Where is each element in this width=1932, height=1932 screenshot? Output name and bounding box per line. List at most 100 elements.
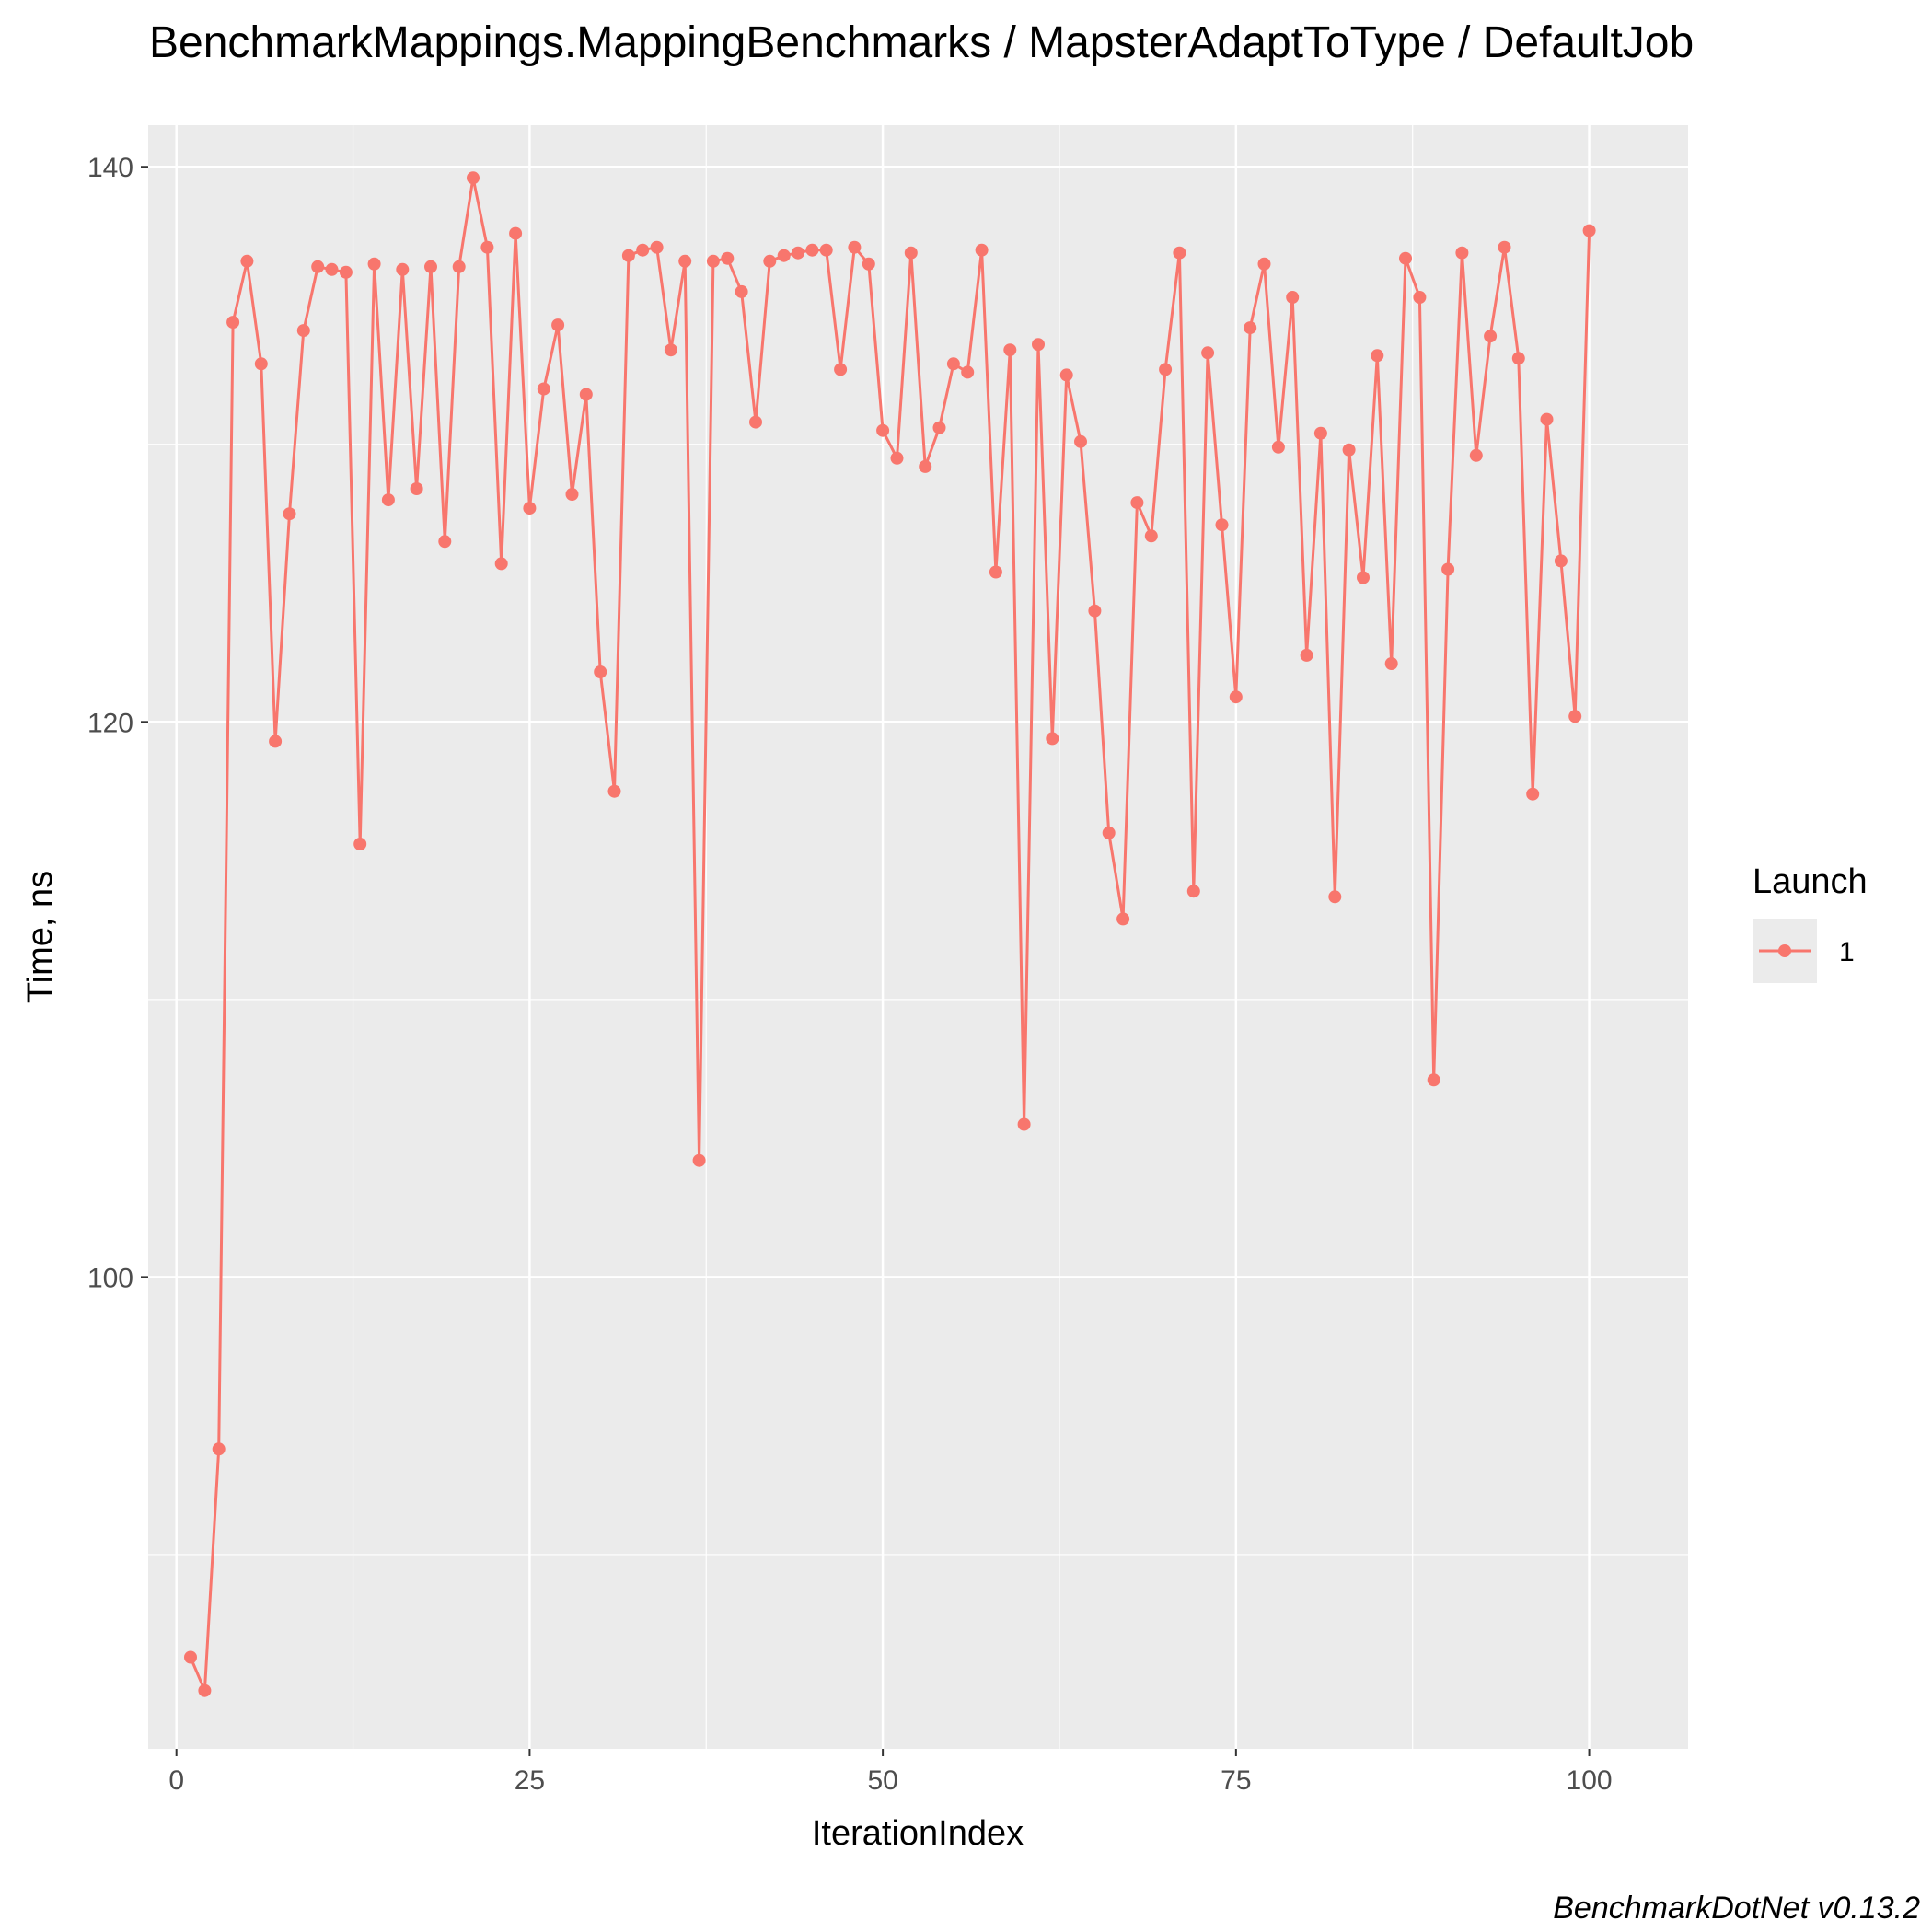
data-point (664, 343, 677, 357)
data-point (1540, 412, 1554, 426)
data-point (1328, 890, 1342, 904)
data-point (1201, 346, 1215, 360)
data-point (975, 243, 989, 257)
legend-key-point (1778, 944, 1791, 957)
data-point (834, 363, 848, 376)
data-point (381, 493, 395, 507)
data-point (367, 257, 381, 271)
data-point (396, 262, 410, 276)
x-axis-title: IterationIndex (812, 1814, 1024, 1853)
data-point (1130, 496, 1144, 510)
y-tick-label: 100 (87, 1263, 133, 1293)
data-point (1017, 1117, 1031, 1131)
data-point (904, 246, 918, 260)
data-point (1186, 885, 1200, 898)
legend-title: Launch (1753, 862, 1868, 901)
data-point (1215, 518, 1229, 532)
data-point (1399, 251, 1412, 265)
data-point (1286, 291, 1300, 304)
data-point (946, 357, 960, 371)
data-point (410, 482, 423, 495)
data-point (1271, 440, 1285, 454)
data-point (296, 324, 310, 338)
data-point (212, 1442, 226, 1456)
data-point (1441, 562, 1455, 576)
data-point (621, 249, 635, 262)
data-point (1159, 363, 1173, 376)
data-point (862, 257, 875, 271)
y-tick-label: 120 (87, 708, 133, 738)
data-point (989, 565, 1002, 579)
data-point (777, 249, 791, 262)
data-point (1357, 571, 1370, 584)
data-point (452, 260, 466, 273)
data-point (1102, 826, 1116, 839)
data-point (735, 284, 748, 298)
data-point (325, 262, 339, 276)
data-point (240, 254, 254, 268)
data-point (1313, 426, 1327, 440)
data-point (424, 260, 437, 273)
data-point (919, 459, 932, 473)
data-point (763, 254, 777, 268)
data-point (1144, 529, 1158, 543)
data-point (283, 507, 296, 521)
data-point (480, 240, 494, 254)
data-point (1582, 224, 1596, 237)
data-point (636, 243, 650, 257)
x-tick-label: 50 (867, 1765, 897, 1796)
data-point (494, 557, 508, 571)
series-line (189, 176, 1591, 1693)
data-point (579, 388, 593, 401)
data-point (1455, 246, 1469, 260)
data-point (1229, 690, 1243, 704)
data-point (1568, 710, 1582, 723)
axes: 0 25 50 75 100 100 120 140 (87, 153, 1613, 1796)
data-point (565, 488, 579, 501)
data-point (1046, 732, 1059, 746)
data-point (1257, 257, 1271, 271)
data-point (467, 171, 480, 185)
data-point (1088, 604, 1102, 618)
data-point (650, 240, 664, 254)
data-point (1413, 291, 1427, 304)
data-point (1116, 912, 1130, 926)
data-point (537, 382, 550, 396)
data-point (184, 1650, 197, 1664)
data-point (1371, 349, 1384, 363)
data-point (805, 243, 819, 257)
data-point (848, 240, 862, 254)
data-point (819, 243, 833, 257)
y-axis-title: Time, ns (21, 871, 60, 1003)
data-point (1074, 434, 1087, 448)
data-point (339, 265, 353, 279)
data-point (509, 226, 523, 240)
data-point (792, 246, 804, 260)
data-point (890, 451, 904, 465)
data-point (749, 415, 762, 429)
data-point (226, 316, 240, 330)
y-tick-label: 140 (87, 153, 133, 183)
data-point (1511, 352, 1525, 365)
data-point (1526, 787, 1540, 801)
data-point (1032, 338, 1045, 352)
data-point (1244, 321, 1257, 335)
legend: Launch 1 (1753, 862, 1868, 983)
data-point (1484, 330, 1498, 343)
x-tick-label: 25 (515, 1765, 545, 1796)
data-point (254, 357, 268, 371)
data-point (721, 251, 735, 265)
data-point (1469, 448, 1483, 462)
data-point (607, 784, 621, 798)
data-point (1003, 343, 1017, 357)
data-point (678, 254, 692, 268)
x-tick-label: 0 (168, 1765, 184, 1796)
data-point (353, 838, 367, 850)
data-point (1342, 443, 1356, 457)
x-tick-label: 75 (1221, 1765, 1251, 1796)
data-point (692, 1153, 706, 1167)
data-point (523, 502, 537, 515)
data-point (551, 318, 565, 332)
grid-major (148, 125, 1688, 1749)
